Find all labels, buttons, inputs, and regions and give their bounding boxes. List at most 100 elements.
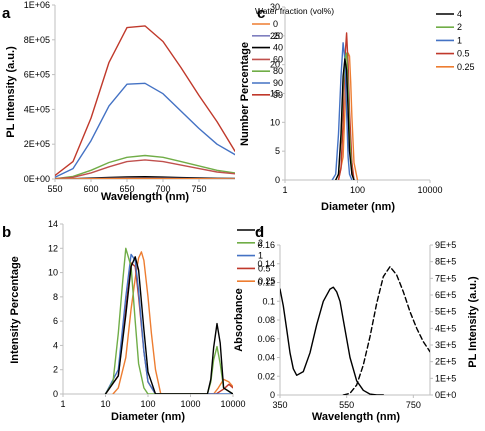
y-tick-label: 2E+05 — [24, 139, 50, 149]
series-line-0 — [55, 177, 235, 179]
x-axis-title: Diameter (nm) — [111, 411, 185, 423]
series-line-99 — [55, 25, 235, 177]
legend-label: 0 — [273, 19, 278, 29]
y-tick-label: 8 — [53, 292, 58, 302]
y-axis-title: Intensity Percentage — [9, 256, 21, 364]
panel-letter: d — [255, 224, 264, 241]
y-tick-label: 10 — [270, 117, 280, 127]
panel-letter: c — [257, 5, 265, 22]
y2-tick-label: 5E+5 — [435, 307, 456, 317]
legend-label: 90 — [273, 78, 283, 88]
y2-tick-label: 3E+5 — [435, 340, 456, 350]
series-line-right — [342, 266, 430, 395]
series-group — [331, 32, 359, 180]
legend: 4 2 1 0.5 0.25 — [436, 9, 475, 72]
x-tick-label: 10000 — [417, 185, 442, 195]
series-line-80 — [55, 154, 235, 179]
legend-label: 20 — [273, 31, 283, 41]
series-group — [104, 247, 233, 394]
y-axis-title: Absorbance — [233, 288, 245, 352]
legend-label: 2 — [258, 238, 263, 248]
y2-tick-label: 9E+5 — [435, 240, 456, 250]
x-tick-label: 600 — [83, 184, 98, 194]
y-tick-label: 2 — [53, 365, 58, 375]
series-line-60 — [55, 159, 235, 179]
x-tick-label: 1 — [282, 185, 287, 195]
x-tick-label: 10 — [100, 399, 110, 409]
series-line-4 — [335, 58, 355, 180]
legend: 4 2 1 0.5 0.25 — [237, 225, 276, 286]
legend-label: 0.25 — [258, 276, 276, 286]
y2-axis-title: PL Intensity (a.u.) — [467, 276, 479, 368]
y-tick-label: 15 — [270, 89, 280, 99]
y-tick-label: 4E+05 — [24, 104, 50, 114]
legend-label: 1 — [258, 251, 263, 261]
y-tick-label: 30 — [270, 2, 280, 12]
x-tick-label: 100 — [350, 185, 365, 195]
series-line-0-25 — [337, 52, 359, 180]
legend-label: 40 — [273, 43, 283, 53]
y-tick-label: 1E+06 — [24, 0, 50, 10]
y2-tick-label: 6E+5 — [435, 290, 456, 300]
series-line-1 — [331, 42, 353, 180]
x-tick-label: 100 — [140, 399, 155, 409]
x-tick-label: 550 — [47, 184, 62, 194]
x-tick-label: 650 — [119, 184, 134, 194]
legend-label: 0.5 — [258, 263, 271, 273]
legend-label: 2 — [457, 22, 462, 32]
series-group — [55, 25, 235, 179]
y-tick-label: 0.12 — [257, 278, 275, 288]
x-tick-label: 750 — [191, 184, 206, 194]
y2-tick-label: 4E+5 — [435, 323, 456, 333]
series-line-left — [280, 286, 384, 395]
y2-tick-label: 1E+5 — [435, 373, 456, 383]
legend-label: 0.25 — [457, 62, 475, 72]
series-line-2 — [104, 247, 233, 394]
series-line-0-5 — [337, 32, 355, 180]
y-axis-title: Number Percentage — [239, 42, 251, 146]
x-axis-title: Wavelength (nm) — [101, 191, 190, 203]
y-tick-label: 0.16 — [257, 240, 275, 250]
y-axis-title: PL Intensity (a.u.) — [5, 46, 17, 138]
y-tick-label: 0.06 — [257, 334, 275, 344]
series-line-90 — [55, 82, 235, 179]
y-tick-label: 6 — [53, 316, 58, 326]
x-tick-label: 700 — [155, 184, 170, 194]
legend-label: 99 — [273, 90, 283, 100]
series-group — [280, 266, 430, 395]
x-tick-label: 550 — [339, 400, 354, 410]
y-tick-label: 6E+05 — [24, 70, 50, 80]
series-line-1 — [104, 253, 233, 394]
x-axis-title: Wavelength (nm) — [312, 411, 401, 423]
y-tick-label: 0.04 — [257, 353, 275, 363]
y2-tick-label: 2E+5 — [435, 357, 456, 367]
panel-letter: a — [2, 5, 11, 22]
legend-label: 0.5 — [457, 49, 470, 59]
legend-label: 80 — [273, 66, 283, 76]
y-tick-label: 12 — [48, 243, 58, 253]
y2-tick-label: 7E+5 — [435, 273, 456, 283]
series-line-4 — [104, 256, 233, 394]
x-tick-label: 350 — [272, 400, 287, 410]
y-tick-label: 25 — [270, 31, 280, 41]
y-tick-label: 0 — [270, 390, 275, 400]
x-tick-label: 10000 — [220, 399, 245, 409]
panel-letter: b — [2, 224, 11, 241]
y-tick-label: 8E+05 — [24, 35, 50, 45]
x-tick-label: 1 — [60, 399, 65, 409]
y-tick-label: 0.08 — [257, 315, 275, 325]
y2-tick-label: 8E+5 — [435, 257, 456, 267]
legend-label: 60 — [273, 54, 283, 64]
y-tick-label: 10 — [48, 268, 58, 278]
x-axis-title: Diameter (nm) — [321, 201, 395, 213]
y-tick-label: 20 — [270, 60, 280, 70]
y-tick-label: 0 — [53, 389, 58, 399]
legend-title: Water fraction (vol%) — [255, 6, 334, 16]
y-tick-label: 0E+00 — [24, 174, 50, 184]
x-tick-label: 750 — [406, 400, 421, 410]
legend-label: 4 — [258, 225, 263, 235]
